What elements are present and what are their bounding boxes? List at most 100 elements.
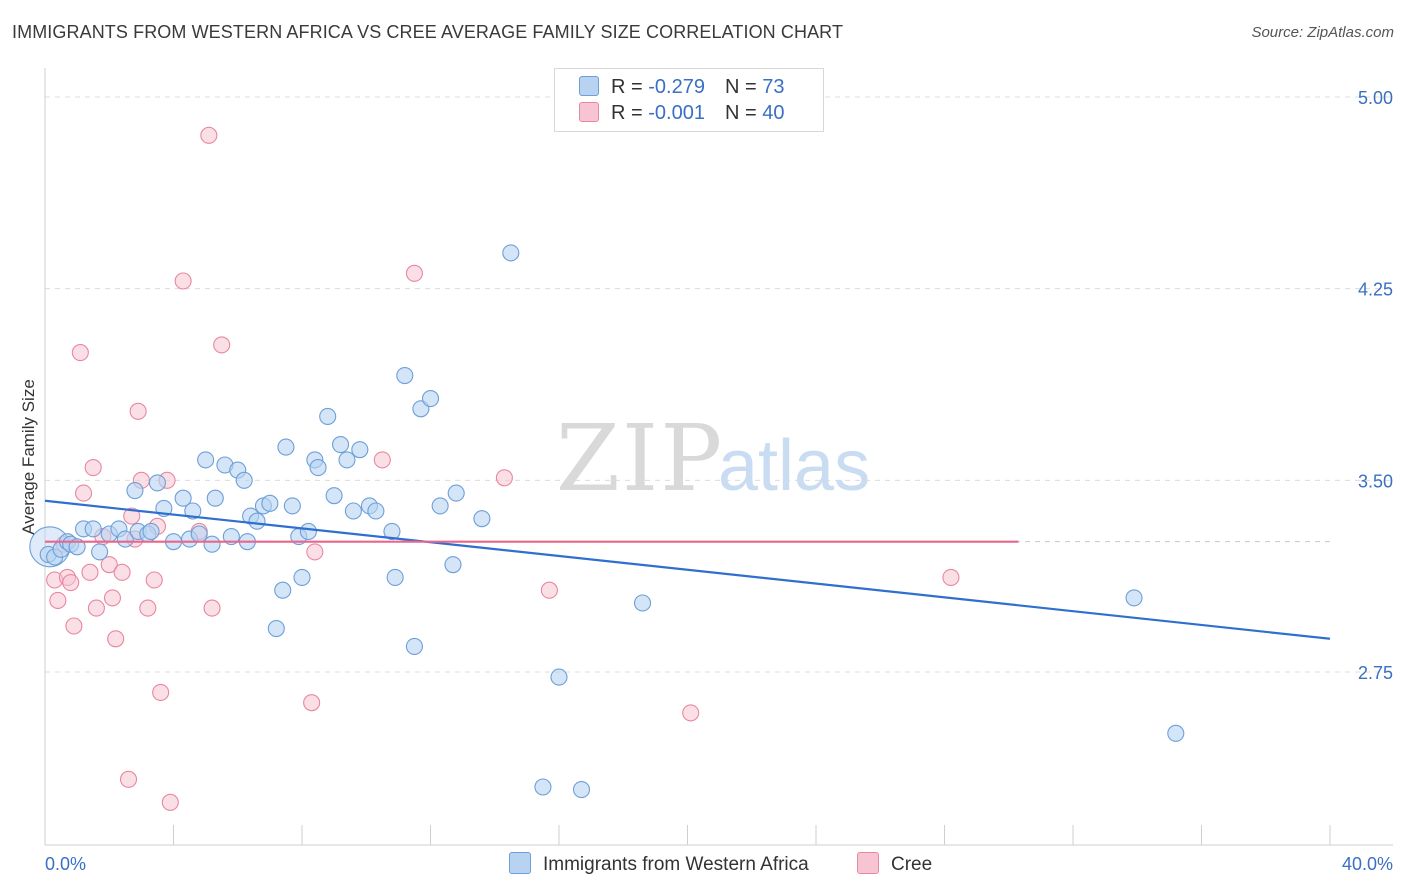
western-africa-point <box>283 497 301 515</box>
watermark: ZIP atlas <box>556 405 870 512</box>
western-africa-point <box>421 390 440 408</box>
cree-point <box>139 599 157 617</box>
western-africa-point <box>274 581 292 599</box>
grid-lines <box>45 96 1390 673</box>
western-africa-point <box>248 512 266 530</box>
western-africa-point <box>197 451 215 469</box>
western-africa-point <box>261 494 279 512</box>
cree-point <box>113 563 131 581</box>
western-africa-point <box>405 637 423 655</box>
western-africa-point <box>633 594 652 612</box>
western-africa-point <box>431 497 449 515</box>
western-africa-point <box>309 459 327 477</box>
western-africa-point <box>299 522 317 540</box>
western-africa-point <box>319 407 337 425</box>
western-africa-point <box>184 502 202 520</box>
western-africa-point <box>126 482 144 500</box>
cree-point <box>203 599 221 617</box>
cree-point <box>87 599 105 617</box>
y-tick-label: 3.50 <box>1358 471 1393 491</box>
western-africa-point <box>148 474 166 492</box>
western-africa-point <box>174 489 192 507</box>
cree-point <box>405 264 423 282</box>
cree-point <box>75 484 93 502</box>
legend-row-cree: R = -0.001 N = 40 <box>579 102 784 126</box>
cree-point <box>161 793 179 811</box>
legend-n-label: N = <box>724 76 763 98</box>
legend-label: Cree <box>891 854 933 875</box>
y-axis-title: Average Family Size <box>19 379 38 535</box>
chart-title: IMMIGRANTS FROM WESTERN AFRICA VS CREE A… <box>12 22 844 42</box>
cree-point <box>100 556 118 574</box>
cree-point <box>129 402 147 420</box>
western-africa-point <box>235 471 253 489</box>
western-africa-point <box>502 244 520 262</box>
western-africa-point <box>444 556 462 574</box>
legend-swatch-pink <box>857 852 879 874</box>
cree-point <box>303 694 321 712</box>
cree-points <box>46 126 960 811</box>
correlation-legend: R = -0.279 N = 73 R = -0.001 N = 40 <box>554 68 824 132</box>
cree-point <box>123 507 141 525</box>
western-africa-point <box>142 522 160 540</box>
cree-point <box>62 574 80 592</box>
western-africa-point <box>91 543 109 561</box>
trend-lines <box>44 499 1331 640</box>
cree-point <box>84 459 102 477</box>
legend-label: Immigrants from Western Africa <box>543 854 809 875</box>
legend-r-label: R = <box>611 102 649 124</box>
source-credit: Source: ZipAtlas.com <box>1251 24 1394 41</box>
western-africa-point <box>293 568 311 586</box>
western-africa-point <box>1125 589 1143 607</box>
western-africa-point <box>277 438 295 456</box>
legend-n-value: 73 <box>762 76 785 98</box>
western-africa-point <box>203 535 221 553</box>
cree-point <box>306 543 324 561</box>
western-africa-point <box>383 522 401 540</box>
watermark-atlas: atlas <box>718 426 870 506</box>
legend-swatch-blue <box>579 76 599 96</box>
western-africa-point <box>206 489 224 507</box>
cree-point <box>65 617 83 635</box>
legend-r-value: -0.001 <box>648 102 705 124</box>
series-legend: Immigrants from Western Africa Cree <box>0 852 1406 878</box>
legend-r-value: -0.279 <box>648 76 705 98</box>
legend-swatch-blue <box>509 852 531 874</box>
x-tick-label: 0.0% <box>45 854 86 874</box>
x-tick-label: 40.0% <box>1342 854 1393 874</box>
watermark-zip: ZIP <box>556 405 724 512</box>
cree-point <box>119 770 138 788</box>
western-africa-point <box>396 367 414 385</box>
western-africa-point <box>68 538 86 556</box>
legend-n-value: 40 <box>762 102 785 124</box>
legend-row-western-africa: R = -0.279 N = 73 <box>579 76 784 100</box>
western-africa-point <box>331 436 350 454</box>
western-africa-point <box>116 530 134 548</box>
western-africa-trend-line <box>44 499 1331 640</box>
western-africa-point <box>222 528 240 546</box>
legend-item-cree[interactable]: Cree <box>857 852 932 876</box>
legend-item-western-africa[interactable]: Immigrants from Western Africa <box>509 852 809 876</box>
western-africa-point <box>550 668 568 686</box>
western-africa-point <box>447 484 465 502</box>
axis-labels: 2.75 3.50 4.25 5.00 0.0% 40.0% Average Family … <box>19 88 1393 874</box>
legend-swatch-pink <box>579 102 599 122</box>
western-africa-point <box>367 502 385 520</box>
cree-point <box>152 683 170 701</box>
cree-point <box>71 344 89 362</box>
western-africa-point <box>572 781 591 799</box>
western-africa-point <box>473 510 491 528</box>
western-africa-point <box>351 441 369 459</box>
cree-point <box>942 568 960 586</box>
legend-r-label: R = <box>611 76 649 98</box>
western-africa-point <box>267 620 285 638</box>
cree-point <box>103 589 122 607</box>
cree-point <box>49 591 67 609</box>
western-africa-point <box>338 451 356 469</box>
western-africa-point <box>84 520 102 538</box>
y-tick-label: 5.00 <box>1358 88 1393 108</box>
cree-point <box>81 563 99 581</box>
cree-point <box>145 571 163 589</box>
western-africa-point <box>190 525 208 543</box>
